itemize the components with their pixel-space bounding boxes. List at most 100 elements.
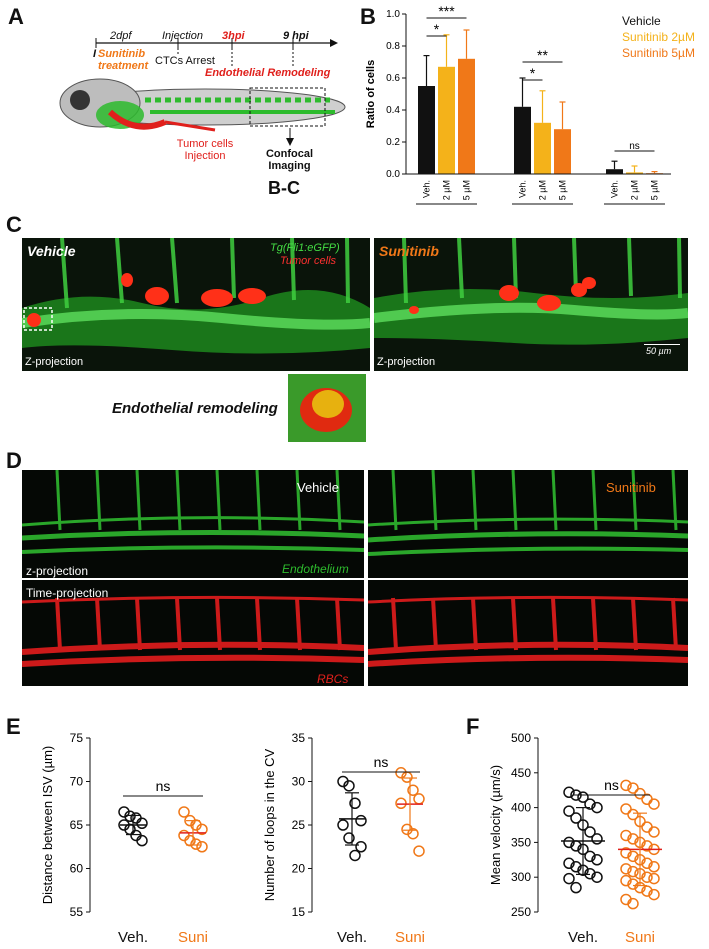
y-tick-label: 300 bbox=[511, 870, 531, 884]
data-point bbox=[627, 833, 639, 845]
panel-label-d: D bbox=[6, 448, 22, 473]
data-point bbox=[563, 872, 575, 885]
data-point bbox=[349, 849, 361, 862]
d-vehicle-label: Vehicle bbox=[297, 480, 339, 495]
c-zproj-left: Z-projection bbox=[25, 356, 84, 368]
b-y-tick-label: 0.4 bbox=[386, 105, 400, 116]
b-y-tick-label: 1.0 bbox=[386, 9, 400, 20]
data-point bbox=[627, 782, 639, 794]
b-x-tick-label: 5 µM bbox=[462, 180, 472, 200]
bc-label: B-C bbox=[268, 178, 300, 198]
micrograph-d-sunitinib-red bbox=[368, 580, 688, 686]
y-axis-title: Number of loops in the CV bbox=[262, 748, 277, 901]
b-bar bbox=[458, 58, 475, 174]
y-tick-label: 75 bbox=[70, 731, 84, 745]
c-vehicle-image bbox=[22, 238, 370, 354]
data-point bbox=[563, 786, 575, 799]
d-vehicle-red-image bbox=[22, 595, 364, 667]
b-significance-label: *** bbox=[438, 3, 455, 19]
x-category-label: Suni bbox=[395, 929, 425, 946]
treatment-marker: I bbox=[93, 48, 97, 60]
c-zproj-right: Z-projection bbox=[377, 356, 436, 368]
y-tick-label: 30 bbox=[292, 775, 306, 789]
data-point bbox=[124, 810, 136, 823]
data-point bbox=[178, 829, 190, 842]
b-bar bbox=[438, 66, 455, 174]
data-point bbox=[641, 821, 653, 833]
y-tick-label: 500 bbox=[511, 731, 531, 745]
d-vehicle-green-image bbox=[22, 470, 364, 554]
d-sunitinib-label: Sunitinib bbox=[606, 480, 656, 495]
micrograph-d-sunitinib-green: Sunitinib bbox=[368, 470, 688, 578]
b-y-axis-title: Ratio of cells bbox=[365, 60, 377, 128]
data-point bbox=[591, 854, 603, 866]
panel-label-f: F bbox=[466, 714, 480, 739]
data-point bbox=[184, 834, 196, 847]
d-sunitinib-red-image bbox=[368, 595, 688, 667]
b-x-tick-label: 5 µM bbox=[558, 180, 568, 200]
data-point bbox=[584, 850, 596, 863]
b-significance-label: ns bbox=[629, 141, 640, 152]
b-significance-label: ** bbox=[537, 47, 548, 63]
x-category-label: Veh. bbox=[568, 929, 598, 946]
timeline-2dpf: 2dpf bbox=[110, 30, 132, 42]
panel-e-distance-chart: 55 60 65 70 75 Distance between ISV (µm) Veh. S… bbox=[40, 731, 208, 946]
micrograph-d-vehicle-red: Time-projection RBCs bbox=[22, 580, 364, 686]
c-tumor-cells-label: Tumor cells bbox=[280, 255, 337, 267]
d-timeproj-label: Time-projection bbox=[26, 586, 109, 600]
b-significance-label: * bbox=[530, 65, 536, 81]
data-point bbox=[343, 832, 355, 844]
data-point bbox=[634, 787, 646, 800]
panel-f-velocity-chart: 250 300 350 400 450 500 Mean velocity (µm/s) Ve… bbox=[488, 731, 662, 946]
b-x-tick-label: 2 µM bbox=[442, 180, 452, 200]
data-point bbox=[584, 867, 596, 880]
y-tick-label: 60 bbox=[70, 862, 84, 876]
b-x-tick-label: 5 µM bbox=[650, 180, 660, 200]
data-point bbox=[648, 888, 660, 901]
y-tick-label: 65 bbox=[70, 818, 84, 832]
c-sunitinib-label: Sunitinib bbox=[379, 243, 439, 259]
panel-b-chart: 0.0 0.2 0.4 0.6 0.8 1.0 Ratio of cells Veh. 2 µM… bbox=[365, 3, 695, 205]
x-category-label: Veh. bbox=[118, 929, 148, 946]
y-tick-label: 20 bbox=[292, 862, 306, 876]
c-inset-image bbox=[288, 374, 366, 442]
x-category-label: Veh. bbox=[337, 929, 367, 946]
data-point bbox=[343, 780, 355, 792]
b-y-tick-label: 0.6 bbox=[386, 73, 400, 84]
x-category-label: Suni bbox=[625, 929, 655, 946]
data-point bbox=[641, 840, 653, 852]
c-vehicle-label: Vehicle bbox=[27, 243, 76, 259]
data-point bbox=[648, 826, 660, 838]
micrograph-c-sunitinib: Sunitinib Z-projection 50 µm bbox=[374, 238, 688, 371]
d-zproj-label: z-projection bbox=[26, 564, 89, 578]
data-point bbox=[563, 857, 575, 870]
y-axis-title: Distance between ISV (µm) bbox=[40, 746, 55, 905]
data-point bbox=[620, 779, 632, 792]
c-remodeling-label: Endothelial remodeling bbox=[112, 400, 278, 417]
significance-label: ns bbox=[604, 777, 619, 793]
data-point bbox=[570, 861, 582, 873]
tumor-injection-label: Tumor cells Injection bbox=[176, 138, 234, 162]
data-point bbox=[136, 817, 148, 830]
data-point bbox=[570, 881, 582, 894]
data-point bbox=[627, 808, 639, 821]
panel-a-schematic bbox=[59, 38, 346, 146]
data-point bbox=[620, 829, 632, 842]
significance-label: ns bbox=[374, 754, 389, 770]
y-tick-label: 55 bbox=[70, 905, 84, 919]
treatment-label-1: Sunitinib bbox=[98, 48, 146, 60]
data-point bbox=[627, 865, 639, 878]
b-x-tick-label: Veh. bbox=[610, 180, 620, 198]
b-bar bbox=[554, 129, 571, 174]
data-point bbox=[563, 836, 575, 849]
timeline-3hpi: 3hpi bbox=[222, 30, 245, 42]
timeline-injection: Injection bbox=[162, 30, 203, 42]
b-y-tick-label: 0.8 bbox=[386, 41, 400, 52]
b-legend-entry: Vehicle bbox=[622, 14, 661, 28]
data-point bbox=[627, 878, 639, 890]
data-point bbox=[648, 798, 660, 810]
data-point bbox=[413, 845, 425, 857]
data-point bbox=[641, 857, 653, 870]
endothelial-remodeling-label: Endothelial Remodeling bbox=[205, 67, 331, 79]
panel-label-c: C bbox=[6, 212, 22, 237]
